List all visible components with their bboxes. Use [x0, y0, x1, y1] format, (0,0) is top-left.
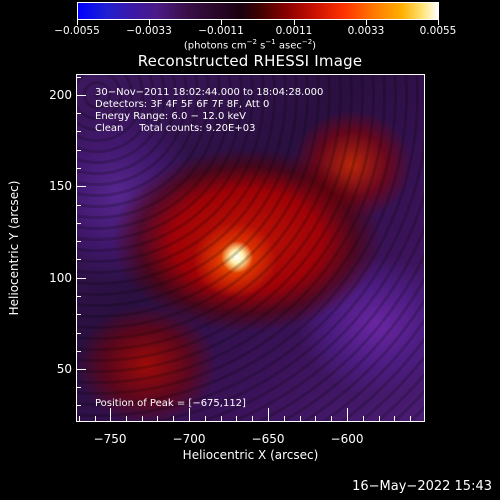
- x-major-tick: [347, 408, 348, 422]
- y-major-tick: [76, 186, 86, 187]
- colorbar-tick-label: −0.0011: [198, 25, 244, 37]
- colorbar-tick-label: 0.0055: [419, 25, 457, 37]
- info-total-counts: Clean Total counts: 9.20E+03: [95, 123, 256, 134]
- colorbar-tick-label: 0.0033: [347, 25, 385, 37]
- y-tick-label: 50: [56, 362, 72, 376]
- y-tick-label: 100: [49, 271, 72, 285]
- y-tick-label: 200: [49, 88, 72, 102]
- x-tick-label: −600: [330, 432, 364, 446]
- colorbar-gradient: [78, 3, 438, 19]
- colorbar-tick-label: −0.0055: [54, 25, 100, 37]
- x-axis-title: Heliocentric X (arcsec): [182, 448, 319, 462]
- x-tick-label: −650: [251, 432, 285, 446]
- image-title: Reconstructed RHESSI Image: [137, 52, 363, 70]
- peak-position: Position of Peak = [−675,112]: [95, 398, 246, 409]
- x-major-tick: [268, 408, 269, 422]
- x-tick-label: −750: [93, 432, 127, 446]
- rhessi-image: [76, 74, 425, 422]
- colorbar-tick-label: −0.0033: [126, 25, 172, 37]
- y-major-tick: [76, 95, 86, 96]
- image-texture: [77, 75, 424, 421]
- colorbar: [77, 2, 439, 20]
- colorbar-units: (photons cm−2 s−1 asec−2): [183, 38, 317, 52]
- x-tick-label: −700: [172, 432, 206, 446]
- timestamp: 16−May−2022 15:43: [352, 479, 492, 494]
- y-major-tick: [76, 369, 86, 370]
- colorbar-tick-label: 0.0011: [275, 25, 313, 37]
- info-time-range: 30−Nov−2011 18:02:44.000 to 18:04:28.000: [95, 87, 324, 98]
- y-major-tick: [76, 278, 86, 279]
- y-axis-title: Heliocentric Y (arcsec): [7, 180, 21, 316]
- x-major-tick: [189, 408, 190, 422]
- x-major-tick: [110, 408, 111, 422]
- info-energy-range: Energy Range: 6.0 − 12.0 keV: [95, 111, 246, 122]
- y-tick-label: 150: [49, 179, 72, 193]
- colorbar-ticks: [77, 20, 439, 26]
- info-detectors: Detectors: 3F 4F 5F 6F 7F 8F, Att 0: [95, 99, 270, 110]
